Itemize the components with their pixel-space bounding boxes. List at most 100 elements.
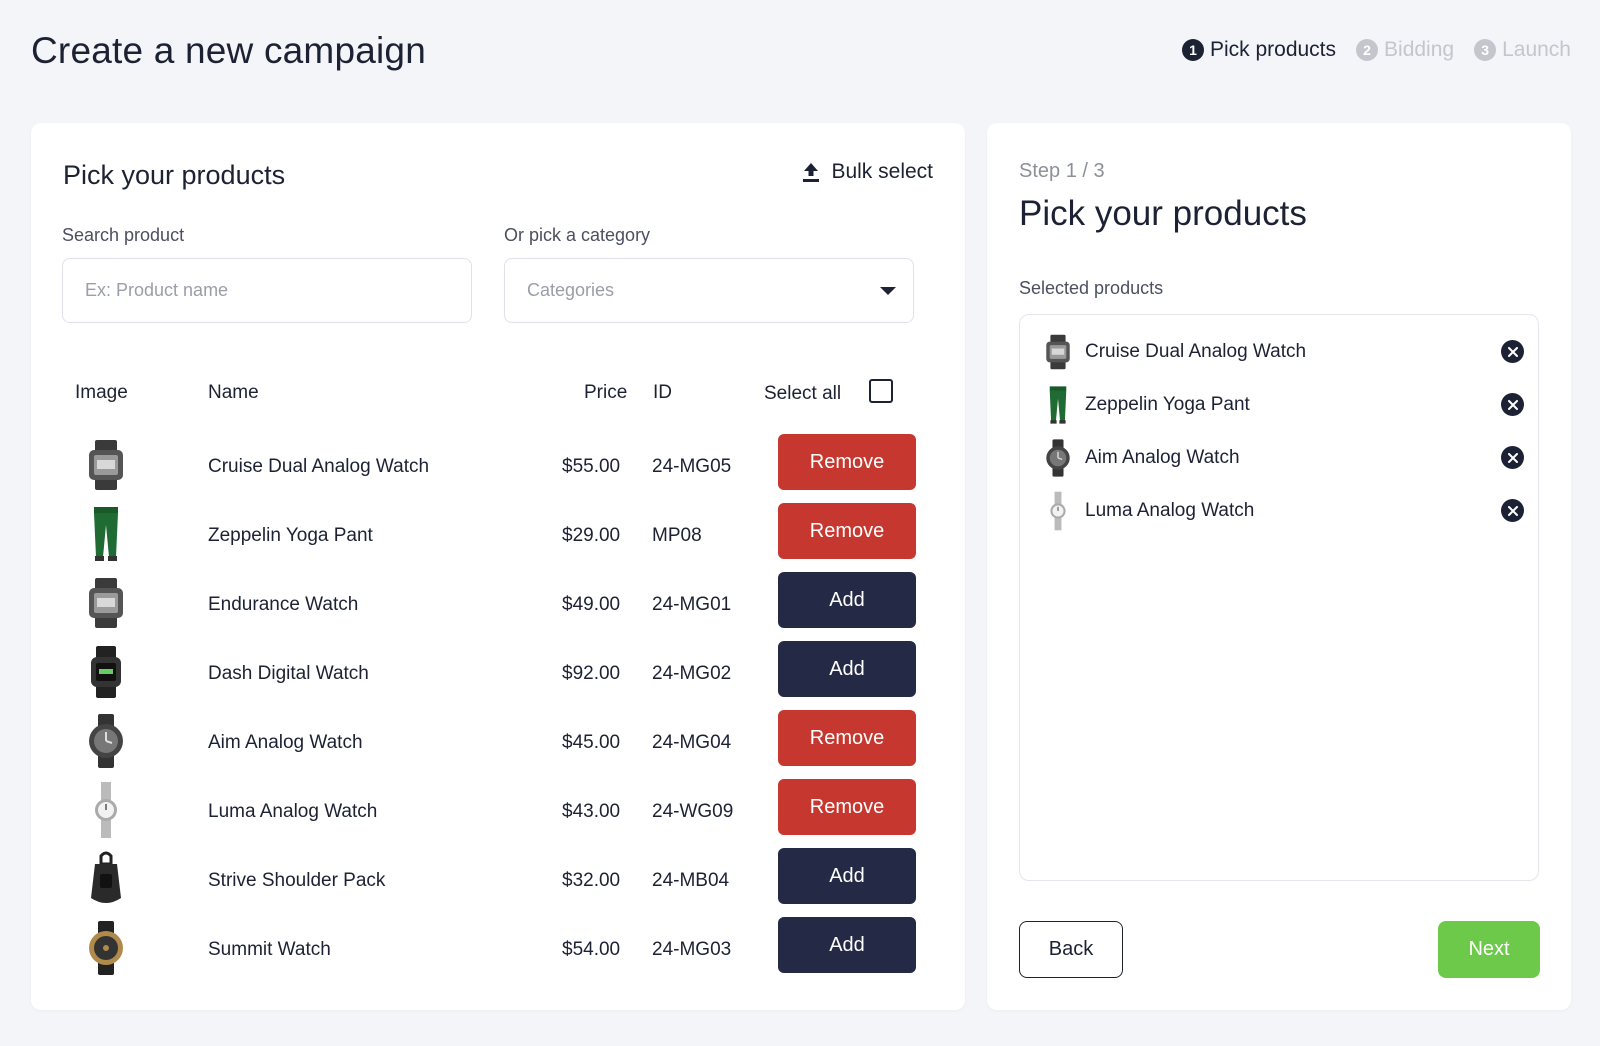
product-id: 24-MB04 <box>652 870 730 891</box>
bulk-select-button[interactable]: Bulk select <box>801 160 933 184</box>
search-label: Search product <box>62 225 185 245</box>
remove-button[interactable]: Remove <box>778 503 916 559</box>
step-pick-products[interactable]: 1 Pick products <box>1181 38 1337 62</box>
column-header-price: Price <box>584 382 628 403</box>
upload-icon <box>803 163 820 182</box>
close-icon[interactable] <box>1501 340 1524 363</box>
close-icon[interactable] <box>1501 499 1524 522</box>
step-label: Launch <box>1502 38 1571 61</box>
table-row: Cruise Dual Analog Watch $55.00 24-MG05 … <box>31 432 965 502</box>
remove-button[interactable]: Remove <box>778 434 916 490</box>
selected-product-name: Luma Analog Watch <box>1085 500 1255 521</box>
back-button[interactable]: Back <box>1019 921 1123 978</box>
table-row: Summit Watch $54.00 24-MG03 Add <box>31 915 965 985</box>
product-image-watch-digital-icon <box>83 643 129 701</box>
category-select[interactable]: Categories <box>504 258 914 323</box>
product-name: Strive Shoulder Pack <box>208 870 386 891</box>
close-icon[interactable] <box>1501 446 1524 469</box>
product-id: 24-MG01 <box>652 594 732 615</box>
step-indicator: Step 1 / 3 <box>1019 160 1105 182</box>
product-id: MP08 <box>652 525 702 546</box>
search-field[interactable] <box>62 258 472 323</box>
product-price: $32.00 <box>562 870 621 891</box>
product-name: Cruise Dual Analog Watch <box>208 456 430 477</box>
table-row: Endurance Watch $49.00 24-MG01 Add <box>31 570 965 640</box>
table-row: Luma Analog Watch $43.00 24-WG09 Remove <box>31 777 965 847</box>
product-id: 24-MG05 <box>652 456 732 477</box>
remove-button[interactable]: Remove <box>778 779 916 835</box>
category-placeholder: Categories <box>527 280 615 300</box>
step-launch[interactable]: 3 Launch <box>1474 38 1571 62</box>
selected-product-name: Aim Analog Watch <box>1085 447 1240 468</box>
step-label: Bidding <box>1384 38 1455 61</box>
product-id: 24-MG02 <box>652 663 732 684</box>
column-header-id: ID <box>653 382 672 403</box>
product-picker-card: Pick your products Bulk select Search pr… <box>31 123 965 1010</box>
selection-summary-card: Step 1 / 3 Pick your products Selected p… <box>987 123 1571 1010</box>
product-name: Luma Analog Watch <box>208 801 378 822</box>
product-name: Summit Watch <box>208 939 331 960</box>
table-row: Aim Analog Watch $45.00 24-MG04 Remove <box>31 708 965 778</box>
product-price: $54.00 <box>562 939 621 960</box>
selected-product-name: Zeppelin Yoga Pant <box>1085 394 1250 415</box>
selected-product-watch-silver-icon <box>1042 491 1074 531</box>
selected-products-label: Selected products <box>1019 278 1164 298</box>
selected-product-pant-icon <box>1042 385 1074 425</box>
search-input[interactable] <box>85 280 449 301</box>
page-title: Create a new campaign <box>31 30 426 71</box>
product-image-pant-icon <box>83 505 129 563</box>
product-name: Endurance Watch <box>208 594 359 615</box>
selected-product-item: Aim Analog Watch <box>1020 432 1540 482</box>
column-header-select-all: Select all <box>764 383 842 404</box>
product-image-watch-gold-icon <box>83 919 129 977</box>
product-name: Dash Digital Watch <box>208 663 369 684</box>
table-row: Dash Digital Watch $92.00 24-MG02 Add <box>31 639 965 709</box>
product-name: Zeppelin Yoga Pant <box>208 525 373 546</box>
product-id: 24-MG03 <box>652 939 732 960</box>
selected-product-item: Luma Analog Watch <box>1020 485 1540 535</box>
category-label: Or pick a category <box>504 225 651 245</box>
add-button[interactable]: Add <box>778 572 916 628</box>
product-price: $55.00 <box>562 456 621 477</box>
product-price: $45.00 <box>562 732 621 753</box>
stepper: 1 Pick products 2 Bidding 3 Launch <box>1181 38 1571 62</box>
remove-button[interactable]: Remove <box>778 710 916 766</box>
product-price: $43.00 <box>562 801 621 822</box>
product-price: $29.00 <box>562 525 621 546</box>
add-button[interactable]: Add <box>778 641 916 697</box>
product-image-watch-square-icon <box>83 574 129 632</box>
step-label: Pick products <box>1209 38 1337 61</box>
column-header-image: Image <box>75 382 128 403</box>
product-id: 24-MG04 <box>652 732 732 753</box>
selected-product-watch-round-icon <box>1042 438 1074 478</box>
product-price: $49.00 <box>562 594 621 615</box>
card-title: Pick your products <box>63 160 286 190</box>
column-header-name: Name <box>208 382 259 403</box>
product-price: $92.00 <box>562 663 621 684</box>
chevron-down-icon <box>880 287 896 295</box>
table-row: Zeppelin Yoga Pant $29.00 MP08 Remove <box>31 501 965 571</box>
table-row: Strive Shoulder Pack $32.00 24-MB04 Add <box>31 846 965 916</box>
step-number-1: 1 <box>1181 39 1204 61</box>
product-image-bag-icon <box>83 850 129 908</box>
product-name: Aim Analog Watch <box>208 732 363 753</box>
select-all-checkbox[interactable] <box>869 379 893 403</box>
step-number-2: 2 <box>1356 39 1379 61</box>
selected-product-watch-square-icon <box>1042 332 1074 372</box>
step-number-3: 3 <box>1474 39 1497 61</box>
add-button[interactable]: Add <box>778 917 916 973</box>
product-image-watch-silver-icon <box>83 781 129 839</box>
selected-product-item: Zeppelin Yoga Pant <box>1020 379 1540 429</box>
next-button[interactable]: Next <box>1438 921 1540 978</box>
product-image-watch-round-icon <box>83 712 129 770</box>
product-id: 24-WG09 <box>652 801 734 822</box>
bulk-select-label: Bulk select <box>831 160 933 183</box>
step-bidding[interactable]: 2 Bidding <box>1356 38 1454 62</box>
close-icon[interactable] <box>1501 393 1524 416</box>
add-button[interactable]: Add <box>778 848 916 904</box>
selected-product-item: Cruise Dual Analog Watch <box>1020 326 1540 376</box>
product-image-watch-square-icon <box>83 436 129 494</box>
selected-products-list: Cruise Dual Analog Watch Zeppelin Yoga P… <box>1019 314 1539 881</box>
selected-product-name: Cruise Dual Analog Watch <box>1085 341 1307 362</box>
summary-title: Pick your products <box>1019 194 1307 233</box>
